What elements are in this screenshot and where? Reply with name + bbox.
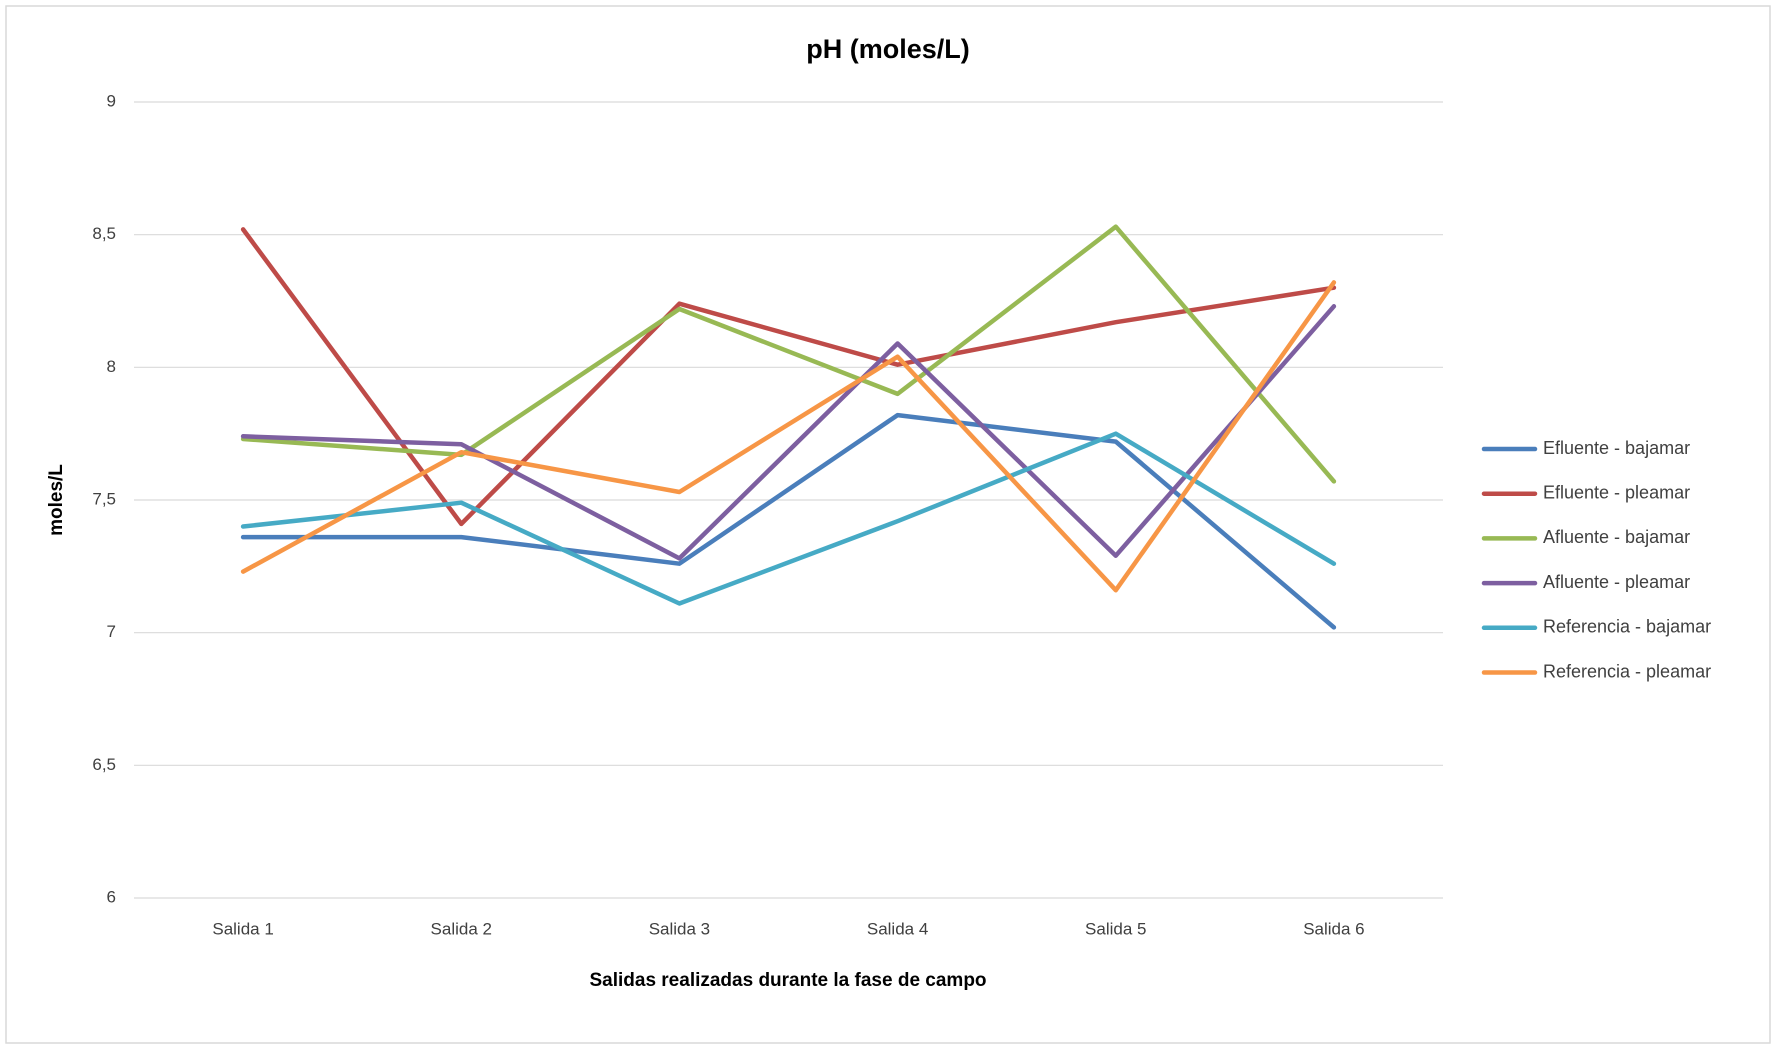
y-tick-label: 7,5: [92, 489, 116, 508]
legend-label: Efluente - pleamar: [1543, 482, 1690, 502]
data-line: [240, 431, 1337, 606]
x-tick-label: Salida 5: [1085, 919, 1146, 938]
x-tick-label: Salida 1: [212, 919, 273, 938]
y-axis-label: moles/L: [46, 464, 67, 536]
legend-label: Efluente - bajamar: [1543, 438, 1690, 458]
y-tick-label: 9: [107, 91, 116, 110]
y-tick-label: 7: [107, 622, 116, 641]
data-line: [240, 304, 1337, 561]
data-line: [240, 227, 1337, 527]
legend-label: Afluente - bajamar: [1543, 527, 1690, 547]
x-axis-label: Salidas realizadas durante la fase de ca…: [589, 970, 986, 991]
y-tick-label: 8,5: [92, 224, 116, 243]
legend-label: Afluente - pleamar: [1543, 572, 1690, 592]
y-tick-label: 8: [107, 357, 116, 376]
x-tick-label: Salida 2: [431, 919, 492, 938]
legend-label: Referencia - pleamar: [1543, 661, 1711, 681]
y-tick-label: 6: [107, 887, 116, 906]
chart-title: pH (moles/L): [806, 34, 970, 64]
x-tick-label: Salida 6: [1303, 919, 1364, 938]
x-tick-label: Salida 4: [867, 919, 928, 938]
data-line: [240, 280, 1337, 593]
data-line: [240, 412, 1337, 630]
y-tick-label: 6,5: [92, 755, 116, 774]
legend-label: Referencia - bajamar: [1543, 617, 1711, 637]
data-line: [240, 224, 1337, 484]
x-tick-label: Salida 3: [649, 919, 710, 938]
